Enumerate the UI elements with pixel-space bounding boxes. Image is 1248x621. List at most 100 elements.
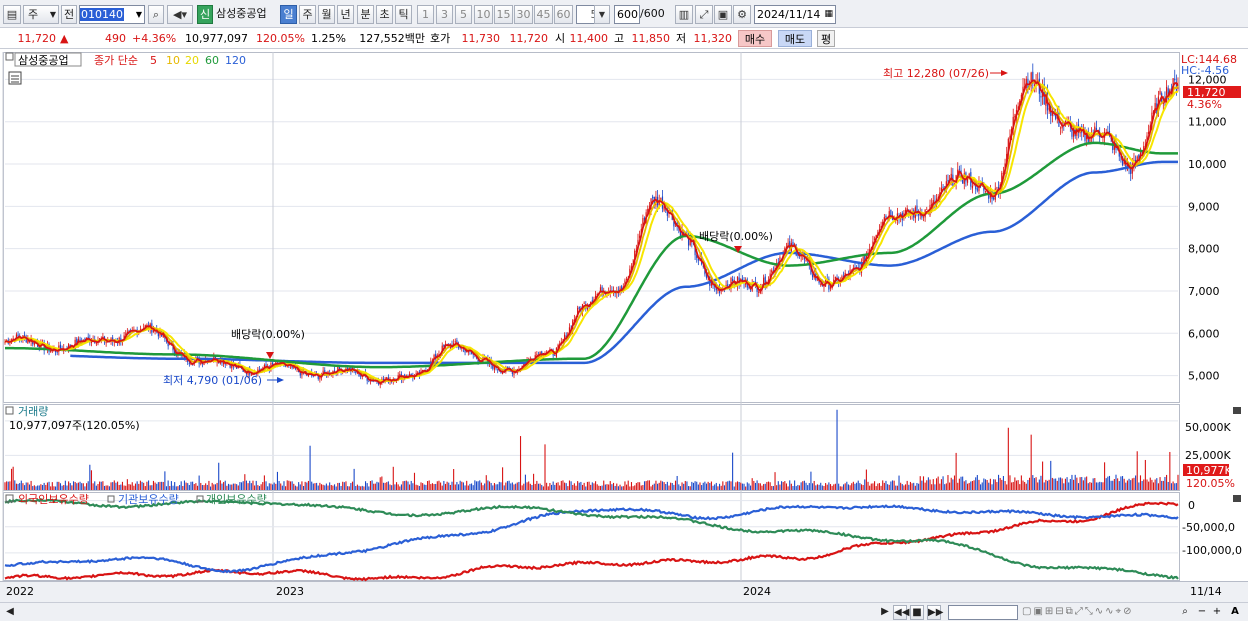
zoom-out-icon[interactable]: − (1197, 606, 1207, 617)
zoom-slider[interactable] (948, 605, 1018, 620)
volume-bar (298, 482, 300, 490)
scroll-right-icon[interactable]: ▶ (881, 606, 889, 617)
volume-bar (598, 485, 600, 490)
volume-bar (1011, 482, 1013, 490)
chart-tools-icon[interactable]: ▥ (675, 5, 693, 24)
candle-body (1159, 90, 1161, 95)
ma60-line (5, 141, 1178, 369)
count-input[interactable]: 600 (614, 5, 640, 24)
buy-button[interactable]: 매수 (738, 30, 772, 47)
code-input[interactable]: 010140 ▼ (79, 5, 145, 24)
sin-badge[interactable]: 신 (197, 5, 213, 24)
volume-bar (193, 484, 195, 490)
panel-menu-icon[interactable] (5, 406, 14, 415)
interval-10[interactable]: 10 (474, 5, 493, 24)
panel-close-icon[interactable] (1233, 407, 1241, 414)
volume-bar (838, 483, 840, 490)
calculator-icon[interactable] (8, 71, 22, 85)
candle-body (1030, 72, 1032, 86)
market-select[interactable]: 주 ▼ (23, 5, 59, 24)
calendar-icon[interactable]: ▦ (824, 9, 833, 19)
search-icon[interactable]: ⌕ (1182, 606, 1188, 617)
panel-menu-icon[interactable] (5, 494, 14, 503)
volume-bar (841, 486, 843, 490)
eval-button[interactable]: 평 (817, 30, 835, 47)
candle-body (265, 364, 267, 368)
date-input[interactable]: 2024/11/14 ▦ (754, 5, 836, 24)
chart-area[interactable]: 5,000 6,000 7,000 8,000 9,000 10,000 11,000 12,… (0, 50, 1248, 602)
chevron-down-icon[interactable]: ▼ (594, 5, 610, 24)
volume-bar (874, 481, 876, 490)
max-annotation: 최고 12,280 (07/26) (883, 67, 989, 80)
volume-bar (709, 483, 711, 490)
volume-bar (865, 469, 867, 490)
volume-bar (369, 481, 371, 490)
panel-close-icon[interactable] (1233, 495, 1241, 502)
zoom-in-icon[interactable]: + (1212, 606, 1222, 617)
jeon-button[interactable]: 전 (61, 5, 77, 24)
volume-bar (550, 484, 553, 490)
drawing-tools-icon[interactable]: ▢▣⊞⊟⧉⤢⤡∿∿⌖⊘ (1022, 606, 1134, 617)
volume-bar (795, 486, 797, 490)
candle-body (573, 319, 575, 322)
volume-bar (712, 485, 714, 490)
volume-bar (980, 484, 982, 490)
candle-body (162, 334, 164, 338)
sell-button[interactable]: 매도 (778, 30, 812, 47)
interval-5[interactable]: 5 (455, 5, 472, 24)
window-icon[interactable]: ▤ (3, 5, 21, 24)
candle-body (996, 187, 998, 189)
volume-bar (415, 484, 417, 490)
volume-bar (43, 482, 45, 490)
interval-1[interactable]: 1 (417, 5, 434, 24)
interval-45[interactable]: 45 (534, 5, 553, 24)
period-second[interactable]: 초 (376, 5, 393, 24)
stop-icon[interactable]: ■ (910, 605, 924, 620)
period-tick[interactable]: 틱 (395, 5, 412, 24)
period-day[interactable]: 일 (280, 5, 297, 24)
rewind-icon[interactable]: ◀◀ (893, 605, 910, 620)
interval-60[interactable]: 60 (554, 5, 573, 24)
volume-bar (294, 485, 296, 490)
volume-bar (818, 484, 820, 490)
volume-bar (236, 484, 238, 490)
scroll-left-icon[interactable]: ◀ (6, 606, 14, 617)
volume-bar (86, 483, 88, 490)
volume-bar (358, 485, 360, 490)
interval-30[interactable]: 30 (514, 5, 533, 24)
period-minute[interactable]: 분 (357, 5, 374, 24)
volume-bar (170, 481, 172, 490)
volume-bar (48, 481, 50, 490)
save-icon[interactable]: ▣ (714, 5, 732, 24)
volume-bar (343, 482, 345, 490)
volume-bar (493, 483, 495, 490)
candle-body (880, 226, 882, 229)
period-month[interactable]: 월 (318, 5, 335, 24)
volume-bar (696, 481, 698, 490)
speaker-icon[interactable]: ◀▾ (167, 5, 193, 24)
trend-tool-icon[interactable]: ⤢ (695, 5, 713, 24)
period-week[interactable]: 주 (299, 5, 316, 24)
volume-bar (616, 483, 618, 490)
candle-body (79, 339, 81, 342)
volume-bar (1177, 474, 1179, 490)
panel-menu-icon[interactable] (5, 52, 14, 61)
interval-15[interactable]: 15 (494, 5, 513, 24)
fast-forward-icon[interactable]: ▶▶ (927, 605, 944, 620)
interval-3[interactable]: 3 (436, 5, 453, 24)
volume-bar (621, 486, 623, 490)
chevron-down-icon[interactable]: ▼ (135, 10, 142, 19)
volume-bar (45, 484, 47, 490)
volume-bar (666, 481, 668, 490)
period-year[interactable]: 년 (337, 5, 354, 24)
gear-icon[interactable]: ⚙ (733, 5, 751, 24)
volume-bar (81, 483, 83, 490)
volume-bar (937, 476, 939, 490)
volume-bar (528, 481, 530, 490)
search-icon[interactable]: ⌕ (148, 5, 164, 24)
volume-bar (136, 481, 138, 490)
volume-bar (612, 482, 615, 490)
candle-body (993, 197, 995, 200)
font-size-icon[interactable]: A (1231, 606, 1239, 617)
candle-body (417, 372, 419, 374)
